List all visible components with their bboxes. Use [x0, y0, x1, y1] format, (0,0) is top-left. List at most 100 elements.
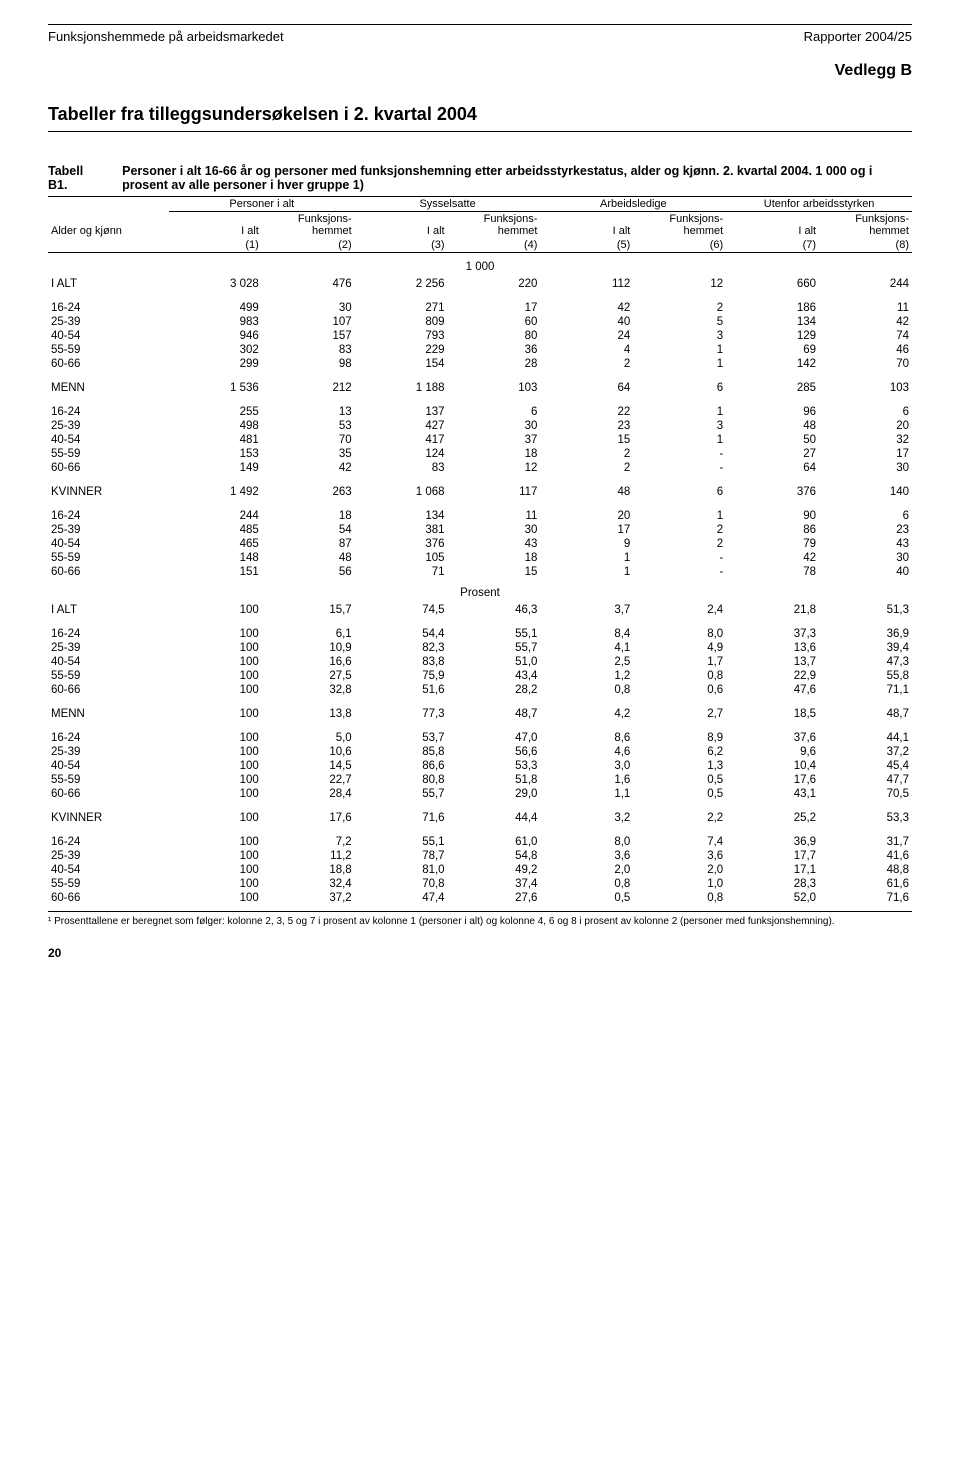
- cell-value: 476: [262, 277, 355, 291]
- cell-value: 53,3: [448, 759, 541, 773]
- cell-value: -: [633, 447, 726, 461]
- cell-value: 134: [355, 509, 448, 523]
- cell-value: 8,4: [540, 627, 633, 641]
- cell-value: 22,9: [726, 669, 819, 683]
- cell-value: 2,4: [633, 603, 726, 617]
- cell-value: 417: [355, 433, 448, 447]
- cell-value: 8,0: [540, 835, 633, 849]
- cell-value: 47,6: [726, 683, 819, 697]
- cell-value: 42: [540, 301, 633, 315]
- cell-value: 0,5: [633, 773, 726, 787]
- cell-value: 112: [540, 277, 633, 291]
- cell-value: 12: [448, 461, 541, 475]
- cell-value: 134: [726, 315, 819, 329]
- cell-value: 271: [355, 301, 448, 315]
- column-number: (8): [819, 238, 912, 253]
- cell-value: 90: [726, 509, 819, 523]
- cell-value: 381: [355, 523, 448, 537]
- cell-value: 78,7: [355, 849, 448, 863]
- cell-value: 18: [448, 447, 541, 461]
- table-row: 60-6629998154282114270: [48, 357, 912, 371]
- row-gap: [48, 697, 912, 707]
- column-group-header: Utenfor arbeidsstyrken: [726, 197, 912, 212]
- row-gap: [48, 721, 912, 731]
- cell-value: 78: [726, 565, 819, 579]
- cell-value: 37,6: [726, 731, 819, 745]
- cell-value: 2: [540, 461, 633, 475]
- row-label: 60-66: [48, 461, 169, 475]
- cell-value: 100: [169, 787, 262, 801]
- cell-value: 6,2: [633, 745, 726, 759]
- cell-value: 100: [169, 835, 262, 849]
- cell-value: 0,5: [540, 891, 633, 905]
- row-gap: [48, 825, 912, 835]
- cell-value: 220: [448, 277, 541, 291]
- cell-value: 498: [169, 419, 262, 433]
- cell-value: 3,2: [540, 811, 633, 825]
- cell-value: 1 536: [169, 381, 262, 395]
- cell-value: 10,4: [726, 759, 819, 773]
- cell-value: 86: [726, 523, 819, 537]
- table-row: 25-3910011,278,754,83,63,617,741,6: [48, 849, 912, 863]
- cell-value: 71,6: [819, 891, 912, 905]
- cell-value: -: [633, 551, 726, 565]
- cell-value: 48,8: [819, 863, 912, 877]
- cell-value: 48: [540, 485, 633, 499]
- cell-value: 85,8: [355, 745, 448, 759]
- cell-value: 30: [262, 301, 355, 315]
- cell-value: 0,8: [540, 877, 633, 891]
- column-group-header: Sysselsatte: [355, 197, 541, 212]
- cell-value: 17: [540, 523, 633, 537]
- cell-value: 48: [262, 551, 355, 565]
- cell-value: 37,3: [726, 627, 819, 641]
- column-group-header: Personer i alt: [169, 197, 355, 212]
- cell-value: 148: [169, 551, 262, 565]
- table-row: 55-5910027,575,943,41,20,822,955,8: [48, 669, 912, 683]
- cell-value: 81,0: [355, 863, 448, 877]
- cell-value: 7,4: [633, 835, 726, 849]
- cell-value: 100: [169, 863, 262, 877]
- cell-value: 28,2: [448, 683, 541, 697]
- row-label: 40-54: [48, 329, 169, 343]
- title-rule: [48, 131, 912, 132]
- cell-value: 80: [448, 329, 541, 343]
- cell-value: 64: [540, 381, 633, 395]
- cell-value: 17: [819, 447, 912, 461]
- cell-value: 140: [819, 485, 912, 499]
- row-gap: [48, 617, 912, 627]
- table-caption: Tabell B1. Personer i alt 16-66 år og pe…: [48, 164, 912, 192]
- cell-value: 32,8: [262, 683, 355, 697]
- cell-value: 24: [540, 329, 633, 343]
- cell-value: 42: [726, 551, 819, 565]
- cell-value: 25,2: [726, 811, 819, 825]
- cell-value: 53: [262, 419, 355, 433]
- cell-value: 100: [169, 641, 262, 655]
- cell-value: 17,6: [262, 811, 355, 825]
- table-row: 40-549461577938024312974: [48, 329, 912, 343]
- cell-value: 54,4: [355, 627, 448, 641]
- row-label: 25-39: [48, 315, 169, 329]
- cell-value: 54,8: [448, 849, 541, 863]
- cell-value: 8,6: [540, 731, 633, 745]
- cell-value: 2: [633, 523, 726, 537]
- cell-value: 2,2: [633, 811, 726, 825]
- cell-value: 18,8: [262, 863, 355, 877]
- cell-value: 15,7: [262, 603, 355, 617]
- row-gap: [48, 475, 912, 485]
- cell-value: 30: [819, 461, 912, 475]
- row-label: KVINNER: [48, 811, 169, 825]
- cell-value: 0,8: [633, 891, 726, 905]
- cell-value: 100: [169, 811, 262, 825]
- cell-value: 47,3: [819, 655, 912, 669]
- subheader-ialt: I alt: [169, 212, 262, 239]
- cell-value: 20: [540, 509, 633, 523]
- cell-value: 48,7: [819, 707, 912, 721]
- cell-value: 376: [355, 537, 448, 551]
- row-header-label: Alder og kjønn: [48, 212, 169, 239]
- cell-value: 149: [169, 461, 262, 475]
- table-row: 25-399831078096040513442: [48, 315, 912, 329]
- cell-value: 47,0: [448, 731, 541, 745]
- cell-value: 3: [633, 419, 726, 433]
- cell-value: 87: [262, 537, 355, 551]
- cell-value: 74: [819, 329, 912, 343]
